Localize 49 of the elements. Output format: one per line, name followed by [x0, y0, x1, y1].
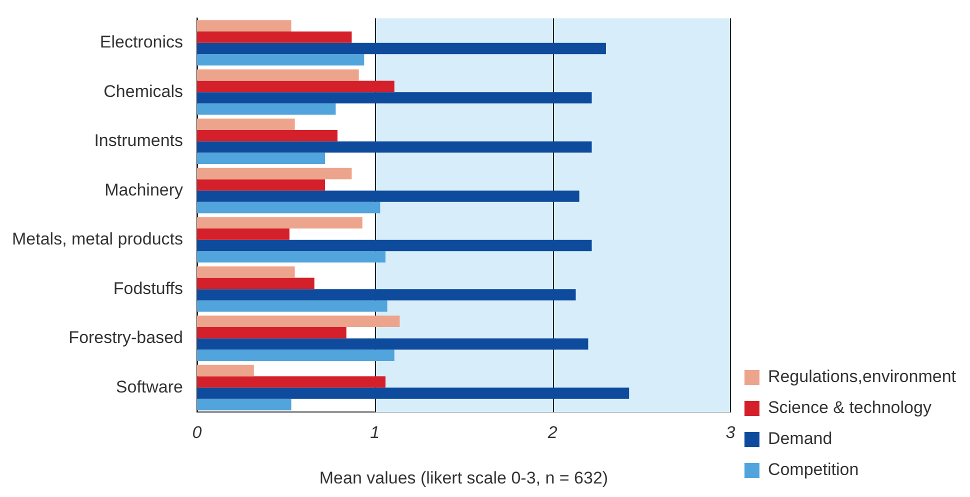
bar — [197, 20, 292, 32]
bar — [197, 217, 362, 228]
legend-label: Science & technology — [768, 398, 932, 418]
bar — [197, 289, 576, 300]
bar — [197, 42, 606, 54]
bar — [197, 141, 592, 153]
bar — [197, 130, 338, 142]
bar — [197, 251, 386, 262]
y-tick-label: Fodstuffs — [113, 278, 184, 298]
y-tick-label: Software — [116, 377, 184, 396]
bar — [197, 316, 400, 327]
bar — [197, 338, 588, 350]
x-tick-label: 1 — [370, 423, 380, 442]
bar — [197, 240, 592, 252]
y-tick-label: Metals, metal products — [12, 230, 184, 249]
bar — [197, 118, 295, 130]
bar — [197, 54, 364, 66]
bar — [197, 388, 630, 399]
bar — [197, 350, 394, 361]
bar — [197, 202, 380, 214]
legend-label: Demand — [768, 429, 832, 448]
bar — [197, 80, 394, 92]
bar — [197, 228, 290, 240]
y-tick-label: Chemicals — [104, 82, 184, 101]
bar — [197, 266, 295, 278]
bar — [197, 376, 386, 388]
bar — [197, 32, 352, 43]
bar — [197, 69, 359, 81]
bar — [197, 190, 580, 202]
y-tick-label: Electronics — [100, 32, 184, 52]
bar — [197, 168, 352, 180]
bar — [197, 179, 326, 191]
x-tick-label: 2 — [546, 423, 558, 442]
bar — [197, 92, 592, 104]
legend-label: Regulations,environment — [768, 367, 956, 386]
x-tick-label: 3 — [726, 423, 736, 442]
bar — [197, 152, 326, 164]
x-axis-title: Mean values (likert scale 0-3, n = 632) — [319, 468, 608, 488]
bar — [197, 278, 314, 290]
bar — [197, 300, 388, 312]
bar — [197, 103, 336, 115]
y-tick-label: Machinery — [104, 180, 184, 200]
legend-label: Competition — [768, 460, 859, 480]
x-tick-label: 0 — [192, 423, 202, 442]
bar — [197, 327, 346, 338]
y-tick-label: Forestry-based — [68, 328, 184, 348]
bar — [197, 364, 254, 376]
bar — [197, 398, 292, 410]
y-tick-label: Instruments — [94, 131, 184, 150]
